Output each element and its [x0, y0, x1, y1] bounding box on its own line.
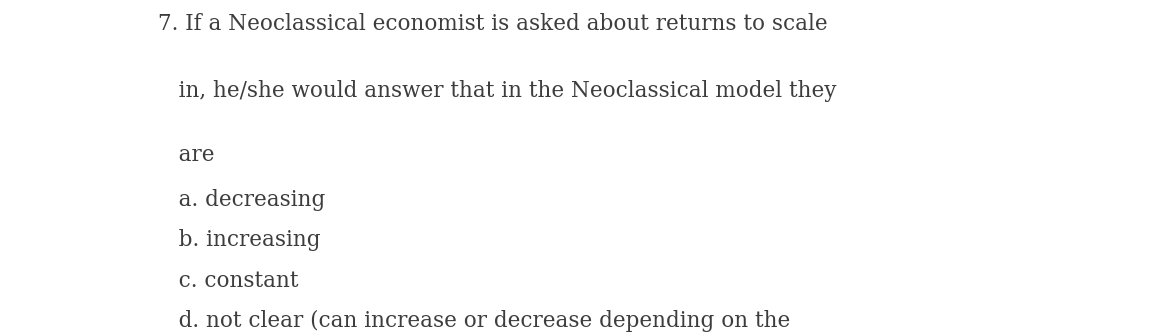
Text: c. constant: c. constant: [158, 270, 298, 292]
Text: in, he/she would answer that in the Neoclassical model they: in, he/she would answer that in the Neoc…: [158, 80, 837, 103]
Text: 7. If a Neoclassical economist is asked about returns to scale: 7. If a Neoclassical economist is asked …: [158, 13, 827, 36]
Text: d. not clear (can increase or decrease depending on the: d. not clear (can increase or decrease d…: [158, 310, 790, 332]
Text: a. decreasing: a. decreasing: [158, 189, 325, 211]
Text: b. increasing: b. increasing: [158, 229, 321, 252]
Text: are: are: [158, 144, 214, 166]
